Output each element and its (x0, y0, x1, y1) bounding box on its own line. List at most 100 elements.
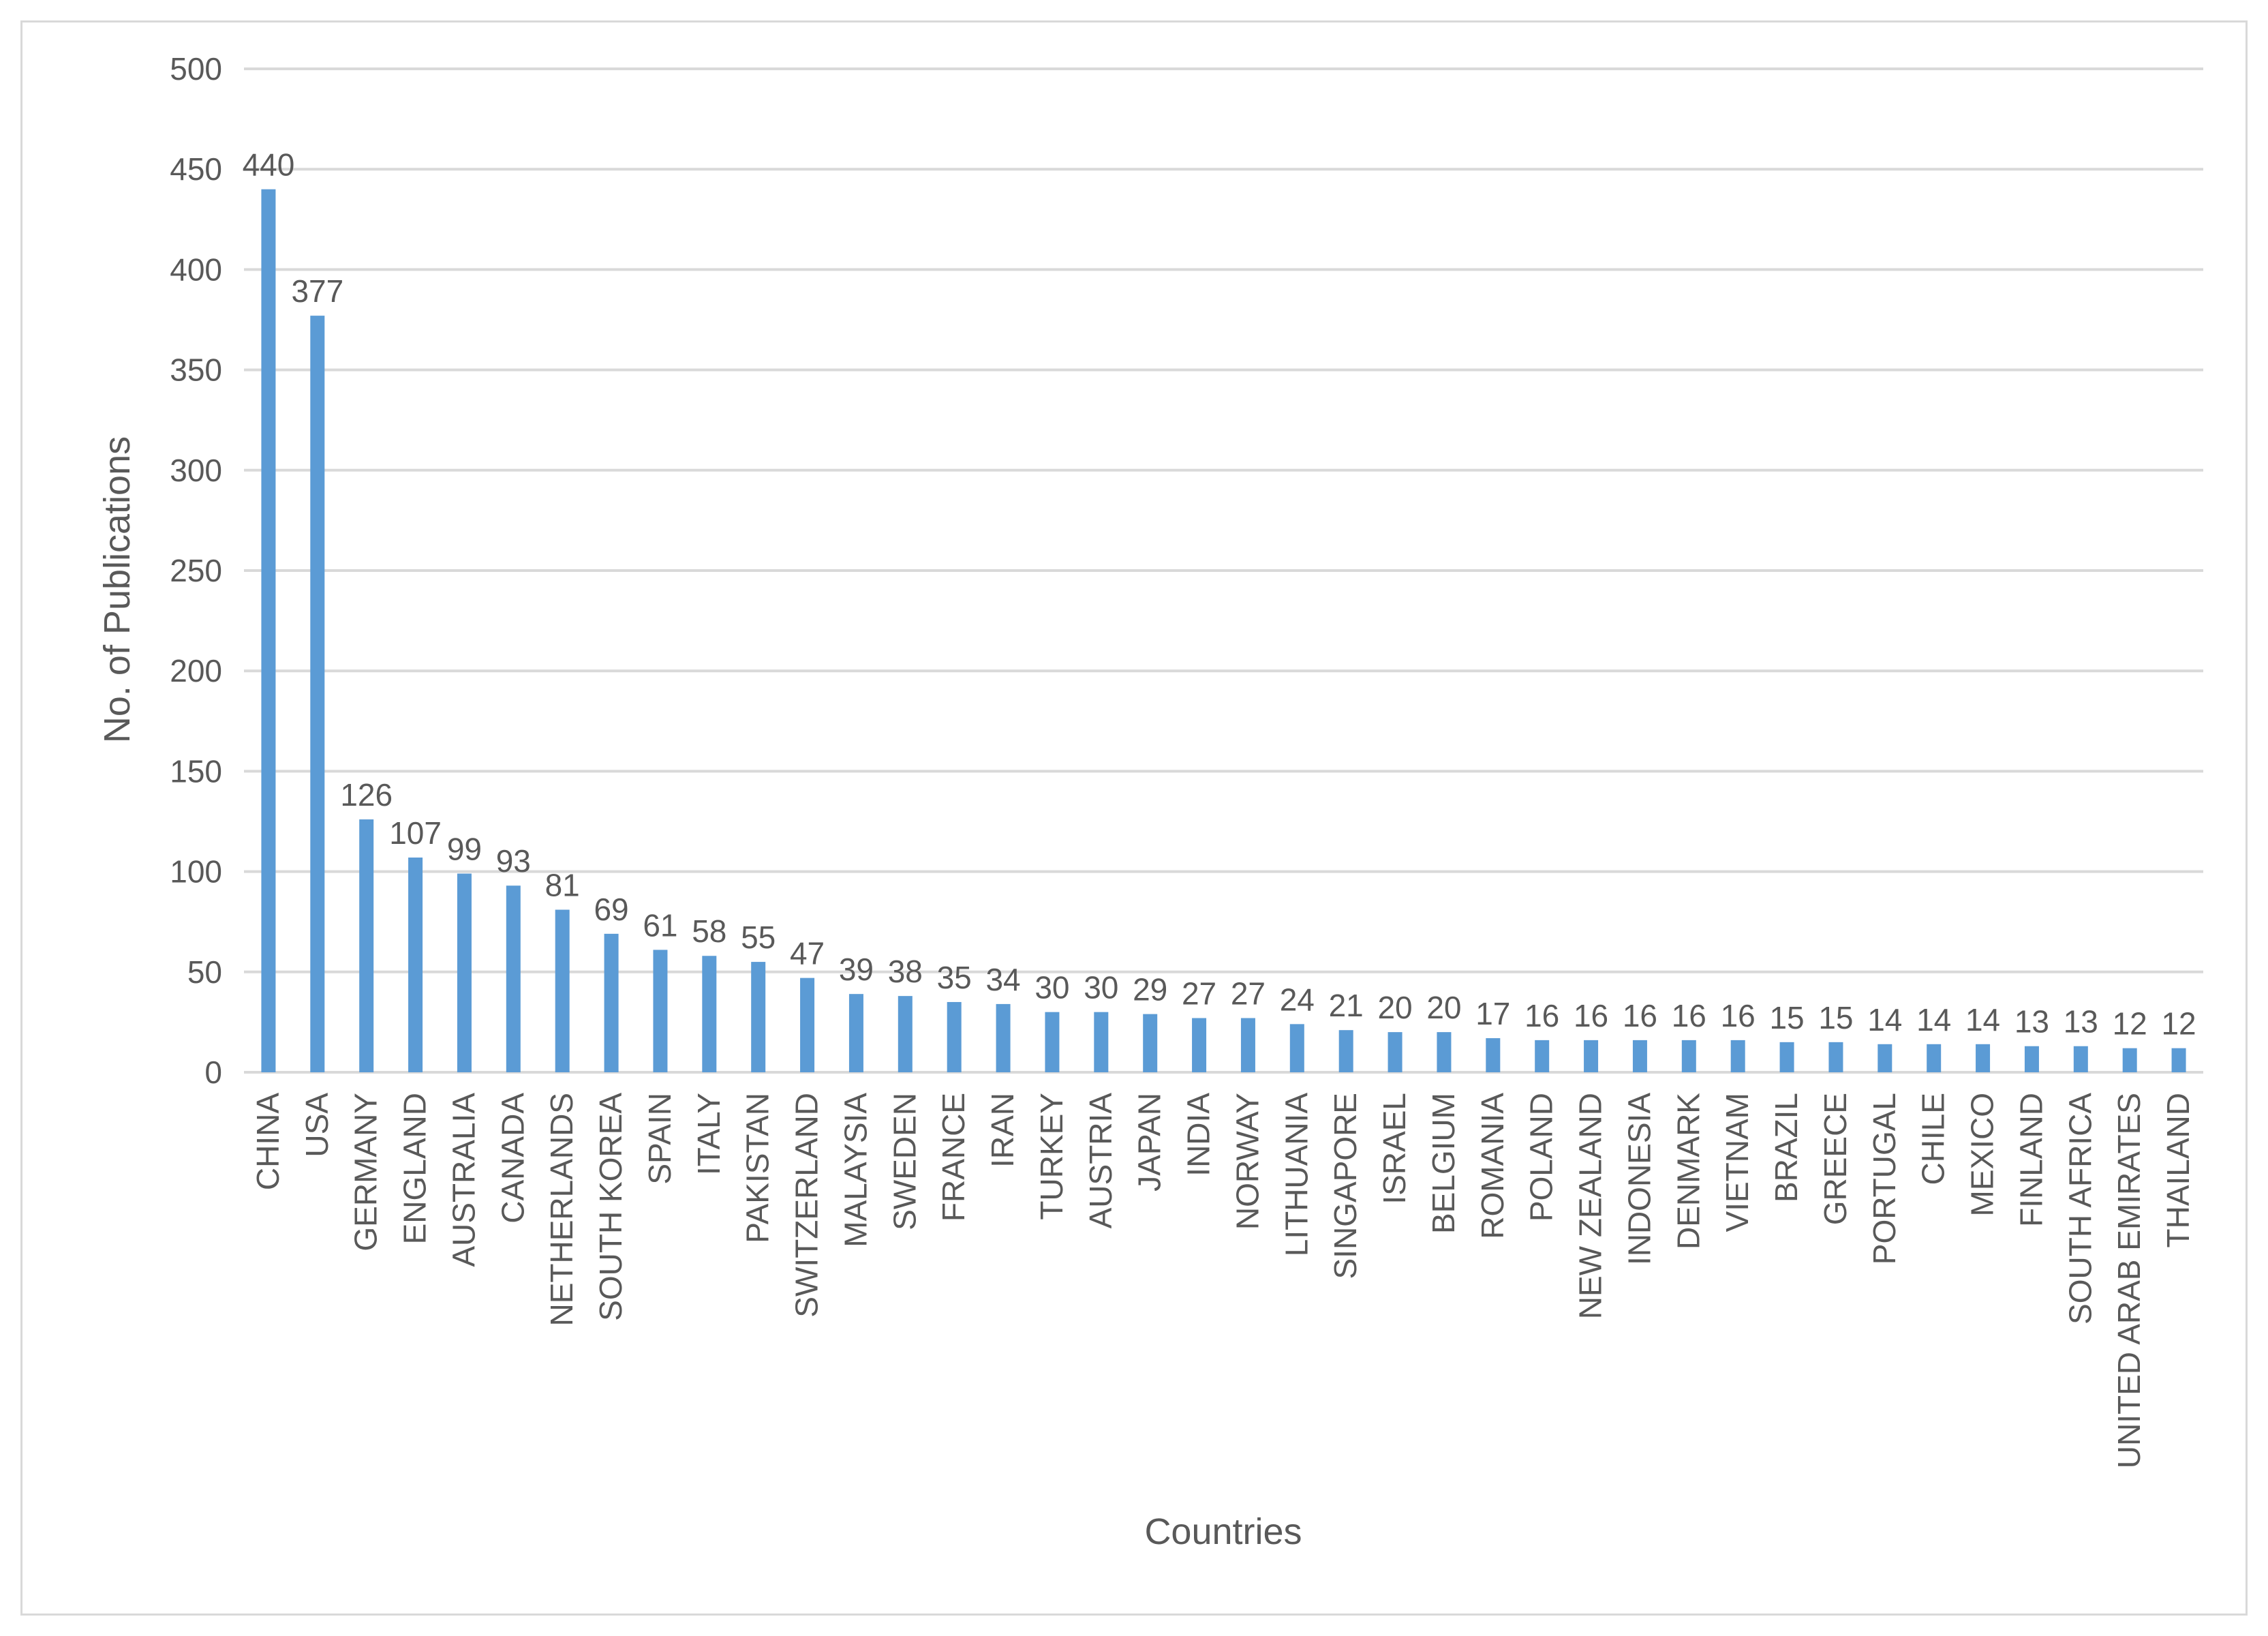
bar (898, 996, 913, 1072)
bar (555, 909, 570, 1072)
x-tick-label: USA (299, 1093, 335, 1157)
data-label: 14 (1916, 1002, 1951, 1037)
bar (848, 994, 863, 1072)
bar (1388, 1032, 1403, 1072)
bar (1094, 1012, 1109, 1072)
bar (947, 1001, 962, 1072)
data-label: 38 (888, 954, 923, 989)
bar (1584, 1040, 1599, 1072)
x-tick-label: NEW ZEALAND (1573, 1093, 1608, 1319)
data-label: 16 (1623, 998, 1657, 1033)
bar (1437, 1032, 1452, 1072)
bar (2073, 1046, 2088, 1072)
bar (653, 950, 668, 1072)
x-tick-label: THAILAND (2160, 1093, 2196, 1247)
data-label: 16 (1672, 998, 1706, 1033)
bar (457, 873, 472, 1072)
data-label: 12 (2113, 1006, 2147, 1042)
x-tick-label: JAPAN (1132, 1093, 1167, 1192)
data-label: 20 (1377, 990, 1412, 1025)
y-tick-label: 500 (170, 51, 222, 87)
x-tick-label: CANADA (495, 1093, 530, 1224)
x-tick-label: NORWAY (1229, 1093, 1265, 1230)
bar (408, 857, 423, 1072)
x-tick-label: FINLAND (2013, 1093, 2049, 1227)
data-label: 16 (1524, 998, 1559, 1033)
y-tick-label: 100 (170, 854, 222, 890)
bar (2122, 1048, 2137, 1072)
data-label: 20 (1426, 990, 1461, 1025)
x-tick-label: SINGAPORE (1328, 1093, 1363, 1279)
x-tick-label: FRANCE (936, 1093, 971, 1222)
x-tick-label: ENGLAND (397, 1093, 433, 1244)
x-tick-label: GERMANY (348, 1093, 384, 1252)
data-label: 14 (1867, 1002, 1902, 1037)
data-label: 69 (594, 892, 628, 927)
gridlines (244, 67, 2203, 1074)
data-label: 81 (545, 868, 580, 903)
bar (359, 819, 374, 1072)
x-tick-label: PORTUGAL (1867, 1093, 1902, 1264)
data-label: 16 (1721, 998, 1756, 1033)
data-label: 16 (1574, 998, 1608, 1033)
x-tick-label: ISRAEL (1377, 1093, 1412, 1205)
y-axis-ticks: 0 50 100 150 200 250 300 350 400 450 500 (170, 51, 222, 1090)
x-tick-label: BRAZIL (1768, 1093, 1804, 1202)
x-tick-label: MALAYSIA (838, 1093, 873, 1247)
x-tick-label: SOUTH KOREA (593, 1093, 628, 1321)
bar (996, 1003, 1011, 1072)
x-tick-label: CHILE (1916, 1093, 1951, 1185)
bar (1486, 1037, 1501, 1072)
bar (1828, 1042, 1843, 1072)
chart-frame: 0 50 100 150 200 250 300 350 400 450 500 440 377 126… (20, 20, 2248, 1616)
x-tick-label: VIETNAM (1719, 1093, 1755, 1232)
data-label: 15 (1818, 1000, 1853, 1035)
data-label: 21 (1329, 988, 1364, 1023)
data-label: 24 (1280, 982, 1315, 1017)
x-tick-label: MEXICO (1965, 1093, 2000, 1216)
data-label: 35 (937, 960, 972, 995)
x-tick-label: PAKISTAN (740, 1093, 776, 1243)
x-tick-label: LITHUANIA (1278, 1093, 1314, 1257)
bar (1779, 1042, 1794, 1072)
x-tick-label: BELGIUM (1426, 1093, 1461, 1234)
data-label: 15 (1769, 1000, 1804, 1035)
y-tick-label: 400 (170, 252, 222, 287)
data-label: 440 (243, 147, 295, 183)
data-label: 17 (1475, 996, 1510, 1031)
x-axis-title: Countries (1144, 1511, 1302, 1552)
x-tick-label: ROMANIA (1475, 1093, 1510, 1239)
y-axis-title: No. of Publications (97, 436, 138, 743)
x-tick-label: AUSTRALIA (446, 1093, 481, 1267)
data-label: 39 (839, 952, 874, 987)
x-tick-label: DENMARK (1670, 1093, 1706, 1249)
y-tick-label: 150 (170, 753, 222, 789)
y-tick-label: 50 (187, 954, 222, 990)
bar (751, 962, 766, 1072)
bar (1289, 1024, 1304, 1072)
bar (1681, 1040, 1696, 1072)
x-tick-label: AUSTRIA (1083, 1093, 1118, 1229)
x-tick-label: SWITZERLAND (789, 1093, 825, 1318)
bar (702, 956, 717, 1072)
x-tick-label: ITALY (691, 1093, 726, 1175)
x-tick-label: SPAIN (642, 1093, 677, 1185)
data-label: 126 (340, 777, 393, 813)
data-label: 29 (1133, 972, 1167, 1008)
bar (1730, 1040, 1745, 1072)
data-label: 27 (1182, 976, 1216, 1012)
x-tick-label: SWEDEN (887, 1093, 922, 1230)
data-label: 107 (389, 815, 442, 851)
data-label: 30 (1035, 970, 1069, 1005)
y-tick-label: 450 (170, 151, 222, 187)
bars (261, 189, 2186, 1072)
bar (2024, 1046, 2039, 1072)
data-label: 47 (790, 936, 825, 971)
bar (1045, 1012, 1060, 1072)
bar (800, 978, 815, 1072)
x-tick-label: GREECE (1818, 1093, 1853, 1225)
x-tick-label: CHINA (250, 1093, 286, 1190)
x-tick-label: UNITED ARAB EMIRATES (2111, 1093, 2147, 1468)
data-label: 13 (2014, 1004, 2049, 1040)
